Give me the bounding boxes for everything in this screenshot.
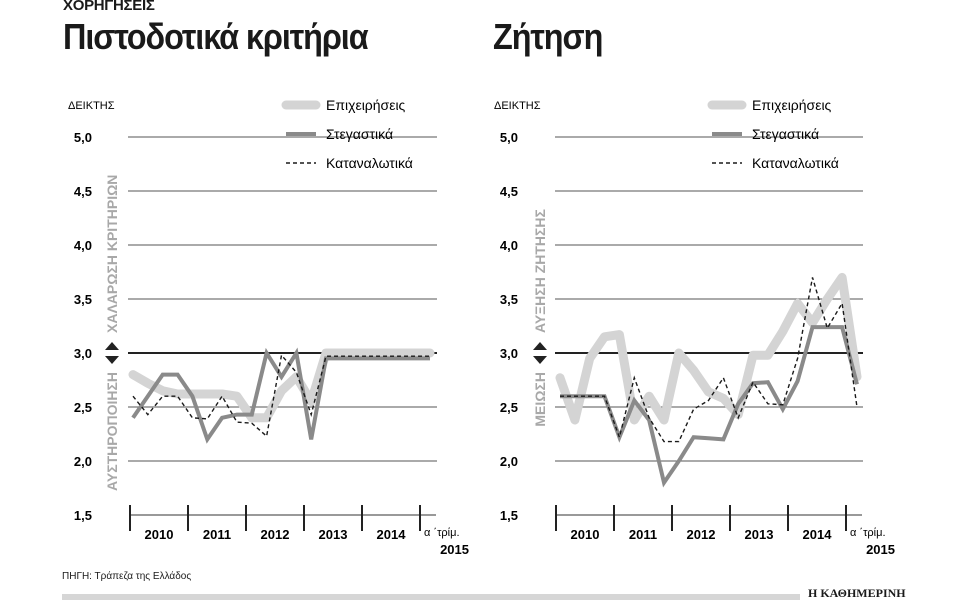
chart1-annotation-down: ΜΕΙΩΣΗ — [532, 372, 548, 427]
chart1-series-housing-line — [560, 327, 857, 483]
chart1-arrow-down-icon — [533, 356, 547, 364]
chart0-annotation-up: ΧΑΛΑΡΩΣΗ ΚΡΙΤΗΡΙΩΝ — [104, 175, 120, 333]
chart0-x-last-year-label: 2015 — [440, 542, 469, 557]
chart1-y-tick-label: 3,5 — [500, 292, 518, 307]
chart1-legend-label-enterprises: Επιχειρήσεις — [752, 97, 832, 113]
chart0-y-tick-label: 3,5 — [74, 292, 92, 307]
chart1-x-last-quarter-label: α ΄τρίμ. — [850, 527, 886, 539]
chart1-y-tick-label: 4,5 — [500, 184, 518, 199]
chart0-y-tick-label: 4,0 — [74, 238, 92, 253]
chart0-legend-label-consumer: Καταναλωτικά — [326, 155, 413, 171]
chart0-y-tick-label: 5,0 — [74, 130, 92, 145]
chart0-legend-label-housing: Στεγαστικά — [326, 126, 393, 142]
chart1-series-consumer-line — [560, 277, 857, 441]
chart0-y-tick-label: 2,5 — [74, 400, 92, 415]
chart0-y-axis-label: ΔΕΙΚΤΗΣ — [68, 100, 115, 112]
chart1-y-tick-label: 3,0 — [500, 346, 518, 361]
chart1-y-tick-label: 1,5 — [500, 508, 518, 523]
chart0-x-tick-label: 2012 — [261, 527, 290, 542]
brand-logo: Η ΚΑΘΗΜΕΡΙΝΗ — [808, 586, 906, 601]
chart1-legend-label-consumer: Καταναλωτικά — [752, 155, 839, 171]
chart1-x-tick-label: 2012 — [687, 527, 716, 542]
chart1-y-tick-label: 2,5 — [500, 400, 518, 415]
chart0-y-tick-label: 3,0 — [74, 346, 92, 361]
chart0-x-tick-label: 2013 — [319, 527, 348, 542]
chart1-x-last-year-label: 2015 — [866, 542, 895, 557]
chart0-x-tick-label: 2014 — [377, 527, 407, 542]
source-note: ΠΗΓΗ: Τράπεζα της Ελλάδος — [62, 571, 191, 582]
chart1-annotation-up: ΑΥΞΗΣΗ ΖΗΤΗΣΗΣ — [532, 209, 548, 333]
chart1-arrow-up-icon — [533, 342, 547, 350]
chart1-y-axis-label: ΔΕΙΚΤΗΣ — [494, 100, 541, 112]
chart1-x-tick-label: 2013 — [745, 527, 774, 542]
chart0-arrow-down-icon — [105, 356, 119, 364]
chart0-arrow-up-icon — [105, 342, 119, 350]
chart1-legend-label-housing: Στεγαστικά — [752, 126, 819, 142]
chart1-y-tick-label: 4,0 — [500, 238, 518, 253]
chart0-x-last-quarter-label: α ΄τρίμ. — [424, 527, 460, 539]
footer-bar — [62, 594, 800, 600]
chart0-y-tick-label: 2,0 — [74, 454, 92, 469]
chart0-legend-label-enterprises: Επιχειρήσεις — [326, 97, 406, 113]
chart0-y-tick-label: 4,5 — [74, 184, 92, 199]
chart0-series-enterprises-line — [133, 353, 430, 418]
chart1-y-tick-label: 5,0 — [500, 130, 518, 145]
chart1-x-tick-label: 2011 — [629, 527, 657, 542]
chart1-y-tick-label: 2,0 — [500, 454, 518, 469]
chart1-x-tick-label: 2014 — [803, 527, 833, 542]
chart0-x-tick-label: 2011 — [203, 527, 231, 542]
chart1-x-tick-label: 2010 — [571, 527, 600, 542]
chart0-x-tick-label: 2010 — [145, 527, 174, 542]
chart0-y-tick-label: 1,5 — [74, 508, 92, 523]
chart0-annotation-down: ΑΥΣΤΗΡΟΠΟΙΗΣΗ — [104, 372, 120, 491]
